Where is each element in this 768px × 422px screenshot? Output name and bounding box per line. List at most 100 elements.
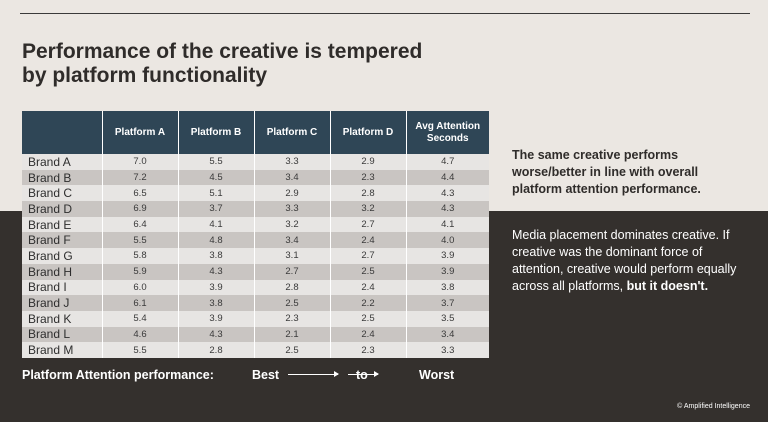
value-cell: 3.8	[178, 248, 254, 264]
value-cell: 3.2	[254, 217, 330, 233]
value-cell: 4.5	[178, 170, 254, 186]
value-cell: 4.3	[406, 201, 489, 217]
value-cell: 2.7	[254, 264, 330, 280]
column-header: Platform A	[102, 111, 178, 154]
column-header: Platform D	[330, 111, 406, 154]
value-cell: 6.1	[102, 295, 178, 311]
footer-credit: © Amplified Intelligence	[677, 403, 750, 410]
brand-name-cell: Brand D	[22, 201, 102, 217]
value-cell: 3.4	[254, 170, 330, 186]
table-row: Brand B 7.2 4.5 3.4 2.3 4.4	[22, 170, 489, 186]
value-cell: 4.3	[178, 327, 254, 343]
value-cell: 3.2	[330, 201, 406, 217]
value-cell: 5.5	[102, 232, 178, 248]
value-cell: 4.7	[406, 154, 489, 170]
value-cell: 4.4	[406, 170, 489, 186]
value-cell: 3.4	[254, 232, 330, 248]
value-cell: 6.0	[102, 280, 178, 296]
brand-name-cell: Brand I	[22, 280, 102, 296]
table-row: Brand D 6.9 3.7 3.3 3.2 4.3	[22, 201, 489, 217]
value-cell: 3.8	[178, 295, 254, 311]
brand-name-cell: Brand K	[22, 311, 102, 327]
brand-name-cell: Brand E	[22, 217, 102, 233]
table-header: Platform A Platform B Platform C Platform D…	[22, 111, 489, 154]
value-cell: 2.3	[330, 170, 406, 186]
legend-label: Platform Attention performance:	[22, 368, 214, 382]
performance-table: Platform A Platform B Platform C Platform D…	[22, 111, 489, 358]
value-cell: 3.7	[406, 295, 489, 311]
table-row: Brand H 5.9 4.3 2.7 2.5 3.9	[22, 264, 489, 280]
table-row: Brand J 6.1 3.8 2.5 2.2 3.7	[22, 295, 489, 311]
table-row: Brand M 5.5 2.8 2.5 2.3 3.3	[22, 342, 489, 358]
table-row: Brand F 5.5 4.8 3.4 2.4 4.0	[22, 232, 489, 248]
table-row: Brand I 6.0 3.9 2.8 2.4 3.8	[22, 280, 489, 296]
value-cell: 2.9	[330, 154, 406, 170]
header-empty-cell	[22, 111, 102, 154]
value-cell: 3.3	[406, 342, 489, 358]
value-cell: 6.5	[102, 185, 178, 201]
value-cell: 2.8	[254, 280, 330, 296]
value-cell: 5.5	[178, 154, 254, 170]
value-cell: 2.5	[330, 264, 406, 280]
value-cell: 2.5	[254, 342, 330, 358]
table-row: Brand K 5.4 3.9 2.3 2.5 3.5	[22, 311, 489, 327]
value-cell: 2.3	[330, 342, 406, 358]
value-cell: 5.1	[178, 185, 254, 201]
value-cell: 4.8	[178, 232, 254, 248]
value-cell: 3.7	[178, 201, 254, 217]
value-cell: 3.9	[406, 248, 489, 264]
value-cell: 7.2	[102, 170, 178, 186]
value-cell: 4.6	[102, 327, 178, 343]
legend-worst: Worst	[419, 368, 454, 382]
value-cell: 3.4	[406, 327, 489, 343]
value-cell: 6.4	[102, 217, 178, 233]
value-cell: 2.8	[330, 185, 406, 201]
top-divider	[20, 13, 750, 14]
table-row: Brand L 4.6 4.3 2.1 2.4 3.4	[22, 327, 489, 343]
value-cell: 5.9	[102, 264, 178, 280]
table-body: Brand A 7.0 5.5 3.3 2.9 4.7 Brand B 7.2 4.5 3.4 2.…	[22, 154, 489, 358]
value-cell: 2.8	[178, 342, 254, 358]
value-cell: 2.7	[330, 217, 406, 233]
value-cell: 3.3	[254, 201, 330, 217]
side-paragraph: Media placement dominates creative. If c…	[512, 227, 752, 295]
value-cell: 2.5	[254, 295, 330, 311]
side-headline: The same creative performs worse/better …	[512, 147, 747, 198]
value-cell: 6.9	[102, 201, 178, 217]
value-cell: 4.3	[406, 185, 489, 201]
value-cell: 2.4	[330, 327, 406, 343]
legend-best: Best	[252, 368, 279, 382]
arrow-right-icon	[348, 374, 378, 375]
slide-title: Performance of the creative is tempered …	[22, 40, 482, 88]
brand-name-cell: Brand C	[22, 185, 102, 201]
arrow-right-icon	[288, 374, 338, 375]
value-cell: 4.1	[178, 217, 254, 233]
value-cell: 5.5	[102, 342, 178, 358]
value-cell: 2.4	[330, 280, 406, 296]
value-cell: 3.9	[178, 311, 254, 327]
table-row: Brand G 5.8 3.8 3.1 2.7 3.9	[22, 248, 489, 264]
value-cell: 2.5	[330, 311, 406, 327]
brand-name-cell: Brand L	[22, 327, 102, 343]
value-cell: 4.1	[406, 217, 489, 233]
value-cell: 3.9	[406, 264, 489, 280]
value-cell: 5.4	[102, 311, 178, 327]
brand-name-cell: Brand B	[22, 170, 102, 186]
side-paragraph-emphasis: but it doesn't.	[627, 279, 708, 293]
value-cell: 3.1	[254, 248, 330, 264]
value-cell: 5.8	[102, 248, 178, 264]
table-row: Brand E 6.4 4.1 3.2 2.7 4.1	[22, 217, 489, 233]
value-cell: 2.2	[330, 295, 406, 311]
value-cell: 3.5	[406, 311, 489, 327]
value-cell: 3.9	[178, 280, 254, 296]
brand-name-cell: Brand H	[22, 264, 102, 280]
value-cell: 2.7	[330, 248, 406, 264]
column-header: Avg Attention Seconds	[406, 111, 489, 154]
column-header: Platform C	[254, 111, 330, 154]
column-header: Platform B	[178, 111, 254, 154]
brand-name-cell: Brand J	[22, 295, 102, 311]
value-cell: 4.0	[406, 232, 489, 248]
brand-name-cell: Brand G	[22, 248, 102, 264]
value-cell: 7.0	[102, 154, 178, 170]
brand-name-cell: Brand A	[22, 154, 102, 170]
